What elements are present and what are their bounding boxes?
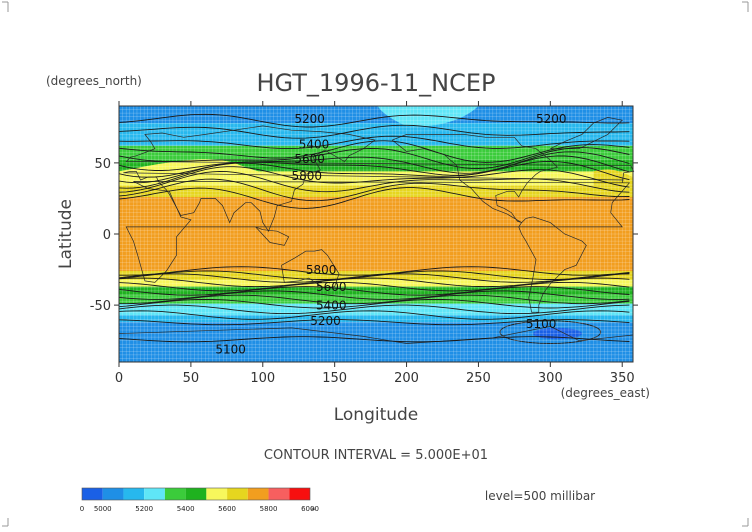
- x-tick-label: 300: [538, 371, 563, 386]
- colorbar-swatch: [289, 488, 310, 500]
- coastline-6: [118, 326, 634, 344]
- y-tick-label: 0: [103, 228, 111, 243]
- colorbar-label: 5800: [260, 505, 278, 513]
- y-axis: -50 0 50: [90, 157, 638, 314]
- fill-band-12: [119, 315, 633, 323]
- contour-line-21: [118, 304, 630, 315]
- contour-line-4: [118, 147, 630, 169]
- x-tick-label: 350: [610, 371, 635, 386]
- colorbar-label: 5000: [94, 505, 112, 513]
- contour-line-5: [118, 151, 630, 174]
- contour-line-14: [118, 273, 630, 283]
- x-tick-label: 250: [466, 371, 491, 386]
- colorbar-swatch: [102, 488, 124, 500]
- contour-label: 5400: [316, 298, 347, 312]
- colorbar-swatch: [144, 488, 165, 500]
- y-tick-label: -50: [90, 299, 111, 314]
- contour-line-0: [118, 113, 630, 128]
- fill-band-8: [119, 279, 633, 287]
- contour-label: 5600: [294, 152, 325, 166]
- colorbar-swatch: [227, 488, 248, 500]
- contour-label: 5200: [536, 112, 567, 126]
- x-tick-label: 200: [394, 371, 419, 386]
- y-axis-label: Latitude: [56, 199, 76, 269]
- fill-band-6: [119, 197, 633, 271]
- fill-band-1: [119, 123, 633, 146]
- contour-line-2: [118, 135, 630, 150]
- contour-line-13: [118, 270, 630, 280]
- contour-label: 5200: [310, 314, 341, 328]
- chart-title: HGT_1996-11_NCEP: [256, 69, 495, 97]
- colorbar-swatch: [123, 488, 145, 500]
- colorbar: 0 5000 5200 5400 5600 5800 6000∞: [80, 487, 319, 513]
- contour-line-10: [118, 178, 630, 202]
- colorbar-swatch: [185, 488, 207, 500]
- y-tick-label: 50: [94, 157, 111, 172]
- colorbar-swatch: [247, 488, 269, 500]
- x-tick-label: 100: [250, 371, 275, 386]
- coastline-0: [125, 181, 631, 283]
- contour-line-18: [118, 290, 630, 300]
- coastline-5: [550, 117, 623, 150]
- colorbar-label: 5600: [218, 505, 236, 513]
- x-axis-label: Longitude: [334, 405, 419, 425]
- contour-label: 5800: [306, 263, 337, 277]
- colorbar-label: 0: [80, 505, 84, 513]
- fill-band-5: [119, 185, 633, 198]
- contour-label: 5600: [316, 280, 347, 294]
- contour-line-11: [118, 187, 630, 209]
- contour-interval-note: CONTOUR INTERVAL = 5.000E+01: [264, 448, 488, 463]
- contour-label: 5100: [526, 317, 557, 331]
- contour-label: 5200: [294, 112, 325, 126]
- contour-line-9: [118, 170, 630, 193]
- low-ring: [499, 320, 602, 345]
- colorbar-label: 5200: [135, 505, 153, 513]
- contour-line-3: [118, 140, 630, 163]
- pacific-high-patch: [377, 106, 479, 127]
- fill-band-11: [119, 303, 633, 316]
- x-unit-label: (degrees_east): [561, 386, 650, 400]
- contour-line-1: [118, 124, 630, 139]
- colorbar-swatch: [164, 488, 186, 500]
- x-tick-label: 150: [322, 371, 347, 386]
- x-axis: 0 50 100 150 200 250 300 350: [115, 101, 635, 386]
- fill-band-3: [119, 160, 633, 172]
- contour-label: 5800: [292, 169, 323, 183]
- level-note: level=500 millibar: [485, 489, 595, 503]
- coastline-7: [255, 226, 290, 246]
- colorbar-label: 6000: [301, 505, 319, 513]
- contour-line-17: [118, 286, 630, 296]
- coastline-1: [123, 125, 635, 232]
- contour-line-20: [118, 298, 630, 309]
- colorbar-label: 5400: [177, 505, 195, 513]
- colorbar-swatch: [206, 488, 228, 500]
- x-tick-label: 50: [183, 371, 200, 386]
- contour-line-24: [118, 336, 630, 343]
- contour-label: 5100: [215, 342, 246, 356]
- colorbar-swatch: [82, 488, 103, 500]
- fill-band-9: [119, 286, 633, 296]
- contour-line-7: [118, 160, 630, 184]
- contour-line-16: [118, 281, 630, 292]
- colorbar-swatch: [268, 488, 290, 500]
- y-unit-label: (degrees_north): [46, 74, 142, 88]
- colorbar-label: ∞: [310, 505, 316, 513]
- contour-line-19: [119, 294, 630, 305]
- contour-label: 5400: [299, 138, 330, 152]
- contour-line-15: [118, 277, 630, 288]
- contour-labels: 5200540056005800520058005600540052005100…: [215, 112, 566, 356]
- contour-line-22: [118, 310, 630, 320]
- contour-line-23: [118, 319, 630, 326]
- contour-lines: [118, 113, 630, 343]
- contour-line-8: [118, 166, 630, 189]
- x-tick-label: 0: [115, 371, 123, 386]
